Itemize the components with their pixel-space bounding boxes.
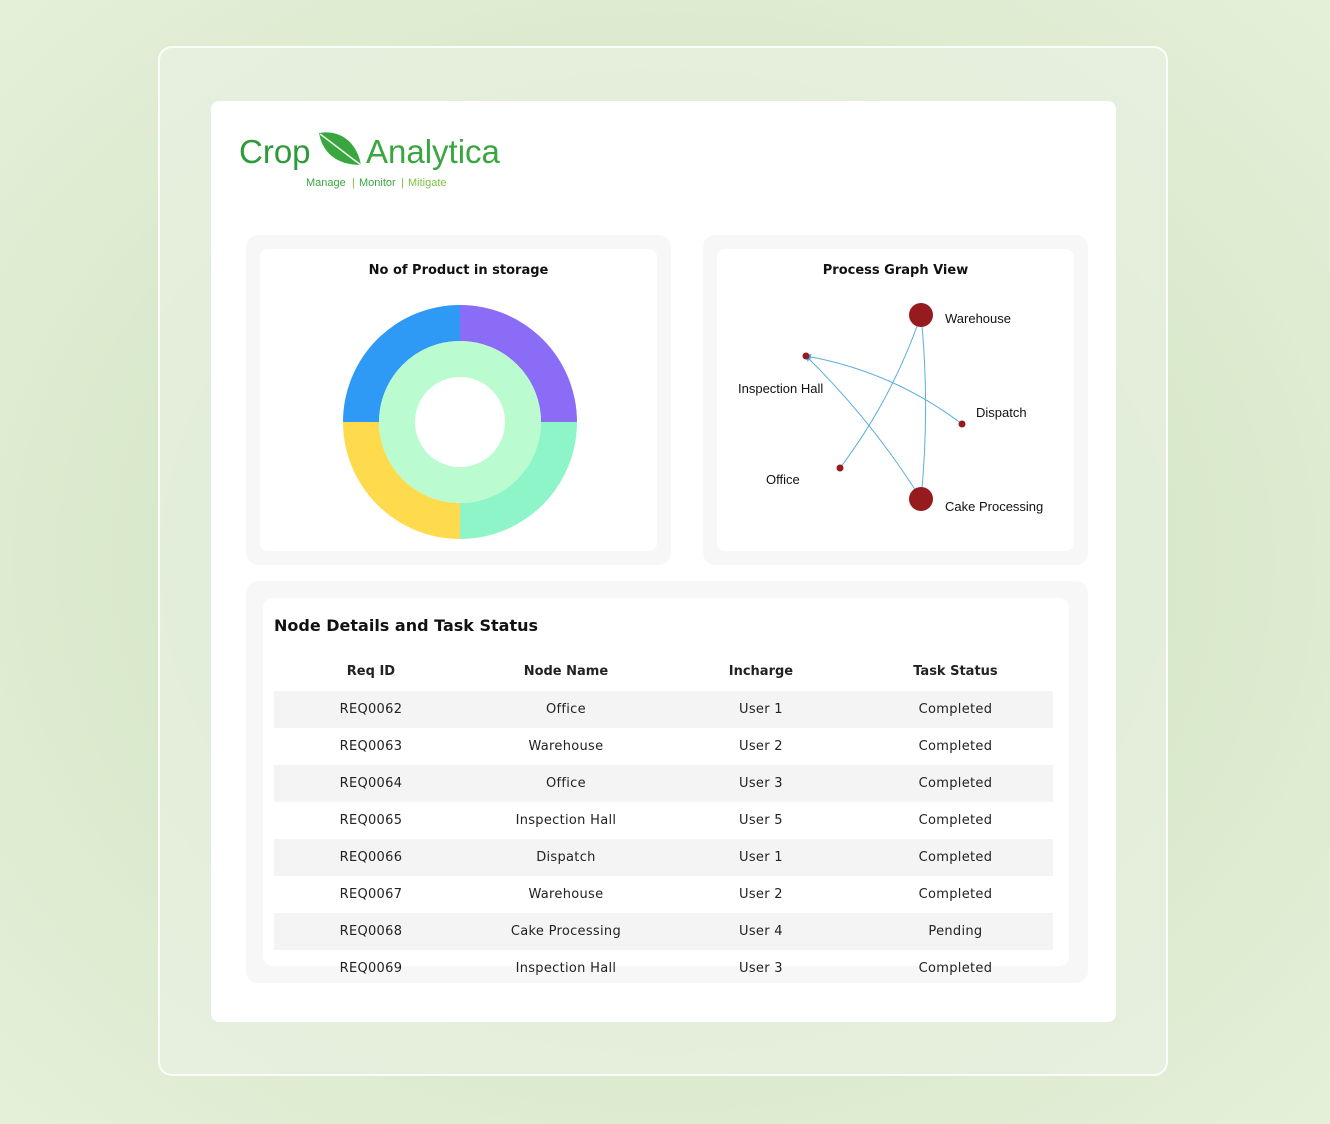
graph-edge-cake-inspection (805, 355, 922, 500)
outer-ring-slice[interactable] (460, 305, 577, 422)
inner-ring-slice[interactable] (379, 341, 541, 503)
graph-node-office[interactable] (836, 464, 844, 472)
graph-node-label-dispatch: Dispatch (976, 405, 1027, 420)
graph-node-cake[interactable] (909, 487, 933, 511)
graph-node-label-office: Office (766, 472, 800, 487)
cell-task-status: Completed (918, 702, 993, 717)
graph-edge-dispatch-inspection (805, 353, 963, 425)
graph-node-dispatch[interactable] (958, 420, 966, 428)
table-row: REQ0068 Cake Processing User 4 Pending (274, 913, 1053, 950)
logo-text-crop: Crop (239, 133, 311, 170)
table-row: REQ0062 Office User 1 Completed (274, 691, 1053, 728)
cell-node-name: Warehouse (528, 887, 604, 902)
process-graph: Warehouse Inspection Hall Dispatch Office Ca… (738, 303, 1043, 514)
cell-node-name: Inspection Hall (515, 961, 617, 976)
process-graph-title: Process Graph View (822, 263, 969, 278)
cell-task-status: Completed (918, 776, 993, 791)
table-row: REQ0066 Dispatch User 1 Completed (274, 839, 1053, 876)
logo-tagline-monitor: Monitor (359, 177, 396, 189)
outer-ring-slice[interactable] (460, 422, 577, 539)
graph-node-label-warehouse: Warehouse (945, 311, 1011, 326)
cell-node-name: Inspection Hall (515, 813, 617, 828)
cell-node-name: Cake Processing (510, 924, 622, 939)
table-row: REQ0069 Inspection Hall User 3 Completed (274, 950, 1053, 987)
cell-incharge: User 3 (739, 776, 783, 791)
storage-chart-title: No of Product in storage (368, 263, 549, 278)
cell-task-status: Completed (918, 739, 993, 754)
graph-node-label-cake: Cake Processing (945, 499, 1043, 514)
cell-incharge: User 1 (739, 850, 783, 865)
storage-donut-chart (343, 305, 577, 539)
task-status-card: Node Details and Task Status Req ID Node… (263, 598, 1069, 976)
process-graph-card: Process Graph View Warehouse Inspection H… (717, 249, 1074, 551)
cell-req-id: REQ0065 (339, 813, 403, 828)
table-row: REQ0067 Warehouse User 2 Completed (274, 876, 1053, 913)
cell-node-name: Warehouse (528, 739, 604, 754)
cell-incharge: User 5 (739, 813, 783, 828)
cell-node-name: Dispatch (536, 850, 596, 865)
logo-tagline-manage: Manage (306, 177, 346, 189)
outer-ring-slice[interactable] (343, 305, 460, 422)
logo-text-analytica: Analytica (366, 133, 501, 170)
task-status-title: Node Details and Task Status (274, 616, 539, 635)
table-header-row: Req ID Node Name Incharge Task Status (274, 651, 1053, 691)
graph-edge-warehouse-cake (918, 314, 927, 500)
cell-req-id: REQ0062 (339, 702, 403, 717)
logo-tagline-mitigate: Mitigate (408, 177, 447, 189)
cell-incharge: User 4 (739, 924, 783, 939)
tagline-separator: | (401, 177, 404, 189)
cell-incharge: User 1 (739, 702, 783, 717)
table-row: REQ0063 Warehouse User 2 Completed (274, 728, 1053, 765)
cell-task-status: Completed (918, 961, 993, 976)
cell-incharge: User 2 (739, 887, 783, 902)
process-graph-panel: Process Graph View Warehouse Inspection H… (703, 235, 1088, 565)
cell-req-id: REQ0069 (339, 961, 403, 976)
dashboard-card: Crop Analytica Manage | Monitor | Mitiga… (211, 101, 1116, 1022)
cell-node-name: Office (545, 702, 586, 717)
cell-node-name: Office (545, 776, 586, 791)
outer-ring-slice[interactable] (343, 422, 460, 539)
table-row: REQ0064 Office User 3 Completed (274, 765, 1053, 802)
cell-task-status: Completed (918, 813, 993, 828)
cell-incharge: User 2 (739, 739, 783, 754)
leaf-icon (319, 132, 362, 166)
cell-req-id: REQ0067 (339, 887, 403, 902)
task-status-panel: Node Details and Task Status Req ID Node… (246, 581, 1088, 983)
header-req-id: Req ID (346, 663, 396, 679)
header-task-status: Task Status (913, 663, 998, 679)
graph-node-inspection[interactable] (802, 352, 810, 360)
task-status-table: Req ID Node Name Incharge Task Status RE… (274, 651, 1053, 987)
cell-task-status: Completed (918, 887, 993, 902)
cell-task-status: Pending (928, 924, 983, 939)
storage-chart-card: No of Product in storage (260, 249, 657, 551)
cell-req-id: REQ0066 (339, 850, 403, 865)
graph-node-warehouse[interactable] (909, 303, 933, 327)
graph-edge-office-warehouse (839, 314, 923, 469)
cell-req-id: REQ0064 (339, 776, 403, 791)
header-incharge: Incharge (728, 663, 794, 679)
table-row: REQ0065 Inspection Hall User 5 Completed (274, 802, 1053, 839)
storage-chart-panel: No of Product in storage (246, 235, 671, 565)
tagline-separator: | (352, 177, 355, 189)
crop-analytica-logo: Crop Analytica Manage | Monitor | Mitiga… (239, 132, 501, 189)
cell-req-id: REQ0068 (339, 924, 403, 939)
graph-node-label-inspection: Inspection Hall (738, 381, 823, 396)
cell-task-status: Completed (918, 850, 993, 865)
cell-incharge: User 3 (739, 961, 783, 976)
header-node-name: Node Name (523, 663, 609, 679)
cell-req-id: REQ0063 (339, 739, 403, 754)
